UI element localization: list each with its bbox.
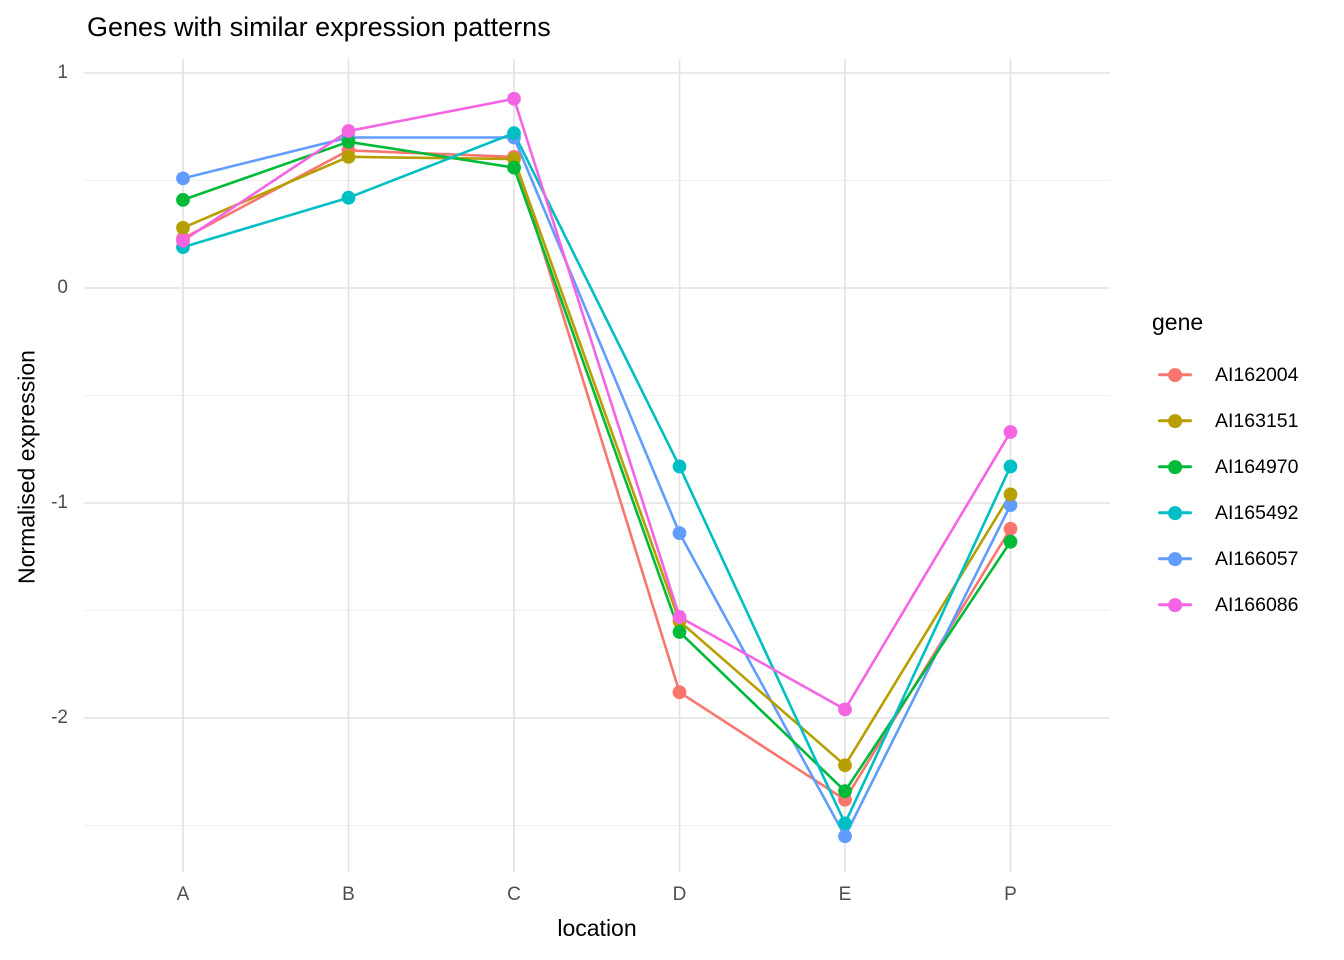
data-point-AI163151-B: [341, 149, 356, 164]
legend-item-AI164970: AI164970: [1152, 444, 1299, 490]
data-point-AI166057-D: [672, 526, 687, 540]
legend-item-label: AI166057: [1215, 547, 1299, 570]
y-tick-label: -2: [51, 707, 68, 728]
legend-item-label: AI164970: [1215, 455, 1299, 478]
legend-item-AI162004: AI162004: [1152, 352, 1299, 398]
data-point-AI164970-P: [1003, 534, 1018, 549]
x-tick-label-E: E: [838, 884, 852, 905]
series-line-AI164970: [181, 140, 1012, 793]
x-tick-label-C: C: [507, 884, 521, 905]
data-point-AI166057-A: [176, 171, 190, 186]
chart-title: Genes with similar expression patterns: [87, 12, 551, 42]
data-point-AI165492-P: [1003, 459, 1018, 474]
legend-item-label: AI165492: [1215, 501, 1299, 524]
data-point-AI162004-P: [1003, 521, 1018, 536]
legend-item-AI165492: AI165492: [1152, 490, 1299, 536]
legend-key-dot: [1168, 506, 1182, 520]
legend-item-label: AI162004: [1215, 363, 1299, 386]
legend-key-dot: [1168, 552, 1182, 566]
legend-title: gene: [1152, 309, 1204, 335]
legend-key-dot: [1168, 414, 1182, 428]
data-point-AI166086-B: [341, 124, 356, 138]
data-point-AI165492-E: [838, 816, 852, 831]
series-line-AI165492: [181, 131, 1012, 825]
data-point-AI164970-A: [176, 192, 190, 207]
data-point-AI165492-D: [672, 459, 687, 474]
data-point-AI163151-A: [176, 220, 190, 235]
data-point-AI165492-C: [507, 126, 521, 141]
legend-rows: AI162004 AI163151 AI164970 AI165492 AI166057…: [1152, 352, 1299, 628]
data-point-AI166086-A: [176, 233, 190, 248]
data-point-AI166086-E: [838, 702, 852, 717]
x-axis-label: location: [557, 915, 637, 941]
series-line-AI166086: [181, 97, 1012, 711]
data-point-AI166057-E: [838, 829, 852, 844]
legend-item-AI166086: AI166086: [1152, 582, 1299, 628]
data-point-AI164970-C: [507, 160, 521, 175]
legend-key-dot: [1168, 460, 1182, 474]
data-point-AI166086-C: [507, 91, 521, 106]
x-tick-label-A: A: [176, 884, 190, 905]
series-line-AI166057: [181, 136, 1012, 838]
legend: gene AI162004 AI163151 AI164970 AI165492 AI1…: [1152, 308, 1299, 628]
y-axis-label: Normalised expression: [13, 350, 40, 584]
data-point-AI163151-E: [838, 758, 852, 773]
data-point-AI164970-D: [672, 625, 687, 639]
data-point-AI165492-B: [341, 190, 356, 205]
x-tick-label-P: P: [1004, 884, 1017, 905]
legend-key-dot: [1168, 598, 1182, 612]
series-line-AI162004: [181, 149, 1012, 802]
y-tick-label: 1: [57, 62, 68, 83]
data-point-AI163151-P: [1003, 487, 1018, 502]
data-point-AI166086-P: [1003, 425, 1018, 439]
y-tick-label: -1: [51, 492, 68, 513]
data-point-AI166086-D: [672, 610, 687, 624]
legend-key-icon: [1158, 459, 1192, 475]
data-point-AI164970-E: [838, 784, 852, 798]
legend-item-label: AI166086: [1215, 593, 1299, 616]
legend-key-icon: [1158, 367, 1192, 383]
legend-key-icon: [1158, 551, 1192, 567]
legend-item-AI163151: AI163151: [1152, 398, 1299, 444]
series-line-AI163151: [181, 155, 1012, 767]
y-tick-label: 0: [57, 277, 68, 298]
legend-key-icon: [1158, 505, 1192, 521]
legend-item-label: AI163151: [1215, 409, 1299, 432]
legend-item-AI166057: AI166057: [1152, 536, 1299, 582]
legend-key-icon: [1158, 597, 1192, 613]
legend-key-dot: [1168, 368, 1182, 382]
data-point-AI164970-B: [341, 134, 356, 149]
data-point-AI166057-P: [1003, 498, 1018, 513]
x-tick-label-D: D: [672, 884, 687, 905]
x-tick-label-B: B: [342, 884, 355, 905]
data-point-AI162004-D: [672, 685, 687, 700]
legend-key-icon: [1158, 413, 1192, 429]
